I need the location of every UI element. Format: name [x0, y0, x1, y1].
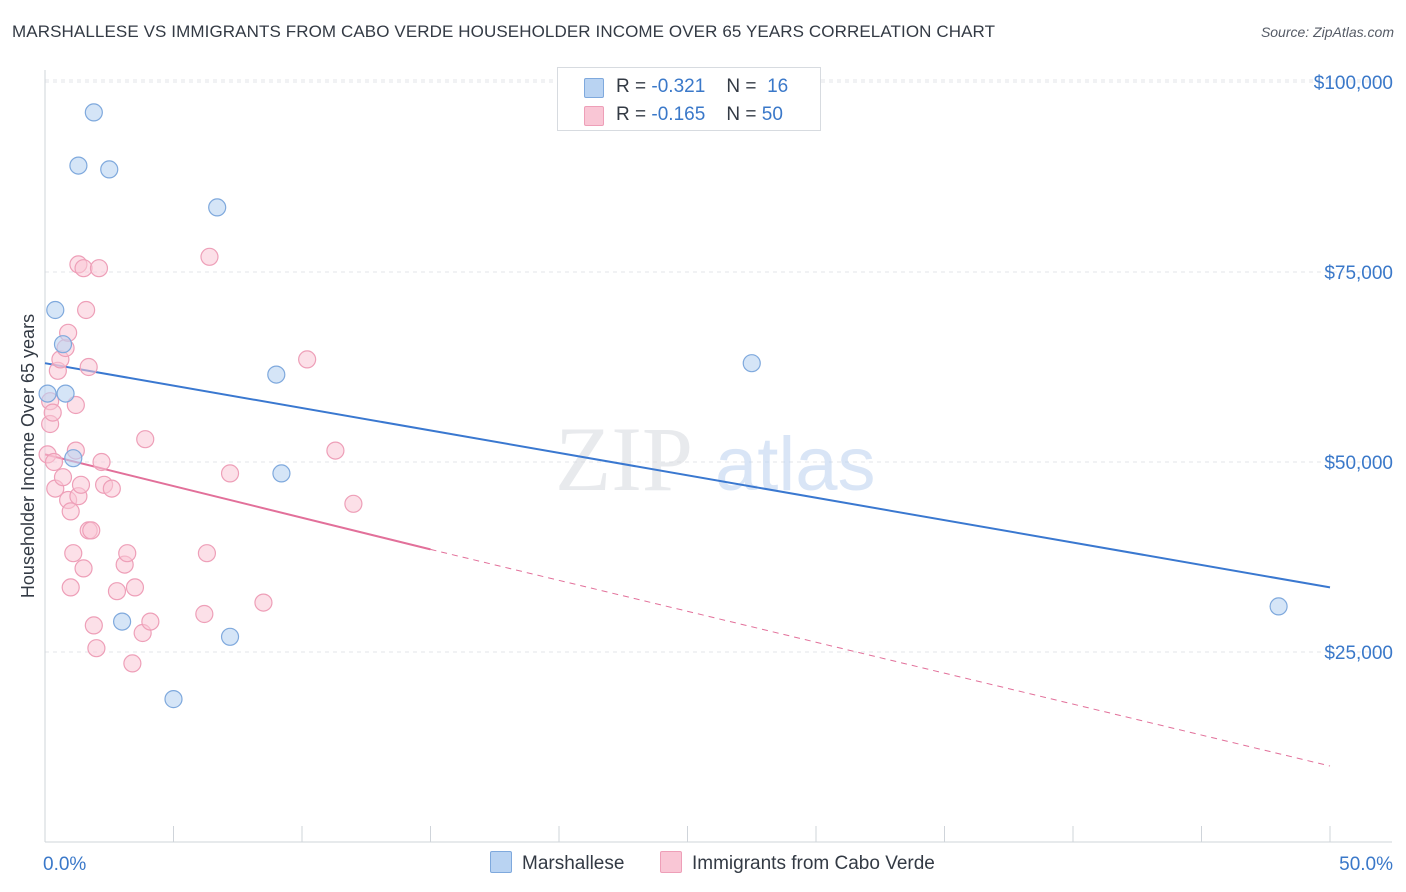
y-tick-label: $50,000	[1324, 453, 1393, 474]
legend-text-marshallese: R = -0.321 N = 16	[616, 76, 788, 98]
bottom-legend-cabo-verde: Immigrants from Cabo Verde	[660, 851, 935, 875]
legend-swatch-cabo-verde	[584, 106, 604, 126]
point-marshallese	[742, 354, 761, 373]
point-marshallese	[267, 365, 286, 384]
watermark-atlas: atlas	[715, 422, 876, 507]
legend-n-label: N =	[726, 76, 757, 97]
chart-title: MARSHALLESE VS IMMIGRANTS FROM CABO VERD…	[12, 22, 996, 41]
legend-n-value: 50	[761, 104, 783, 125]
point-cabo-verde	[43, 403, 62, 422]
trend-line-marshallese	[44, 362, 1331, 589]
point-cabo-verde	[61, 578, 80, 597]
point-marshallese	[112, 612, 132, 631]
bottom-legend-swatch-marshallese	[490, 851, 512, 873]
point-cabo-verde	[82, 521, 101, 540]
point-cabo-verde	[79, 357, 98, 377]
point-marshallese	[56, 384, 75, 403]
source-label: Source: ZipAtlas.com	[1260, 24, 1394, 40]
axis-labels: $25,000 $50,000 $75,000 $100,000 0.0% 50.0% Ho…	[18, 73, 1393, 875]
point-marshallese	[272, 464, 291, 483]
trend-line-cabo-verde-extension	[430, 548, 1331, 767]
point-cabo-verde	[84, 616, 103, 635]
point-cabo-verde	[74, 559, 93, 578]
point-cabo-verde	[195, 604, 214, 624]
point-cabo-verde	[197, 544, 217, 563]
y-tick-label: $25,000	[1324, 643, 1393, 664]
point-cabo-verde	[141, 612, 160, 631]
bottom-legend-label-marshallese: Marshallese	[522, 853, 625, 874]
point-cabo-verde	[87, 639, 106, 658]
point-cabo-verde	[64, 544, 83, 563]
point-cabo-verde	[107, 582, 127, 601]
legend-n-value: 16	[767, 76, 789, 97]
watermark: ZIP atlas	[555, 408, 876, 510]
point-cabo-verde	[123, 654, 142, 673]
point-marshallese	[208, 198, 227, 217]
legend-row-cabo-verde: R = -0.165 N = 50	[558, 102, 820, 130]
point-cabo-verde	[136, 430, 155, 449]
point-cabo-verde	[66, 395, 85, 415]
y-tick-label: $75,000	[1324, 263, 1393, 284]
point-cabo-verde	[71, 475, 91, 494]
point-cabo-verde	[89, 259, 109, 278]
point-cabo-verde	[200, 247, 219, 266]
gridlines	[45, 79, 1392, 653]
point-marshallese	[1269, 597, 1288, 616]
point-marshallese	[220, 627, 240, 646]
point-cabo-verde	[61, 502, 80, 521]
point-marshallese	[38, 384, 57, 403]
bottom-legend-swatch-cabo-verde	[660, 851, 682, 873]
point-cabo-verde	[125, 578, 145, 597]
data-points	[38, 103, 1288, 709]
legend-r-value: -0.165	[651, 104, 706, 125]
correlation-legend: R = -0.321 N = 16 R = -0.165 N = 50	[557, 67, 821, 131]
point-marshallese	[100, 160, 119, 179]
x-tick-label: 0.0%	[43, 854, 86, 875]
legend-r-label: R =	[616, 104, 647, 125]
legend-n-label: N =	[726, 104, 757, 125]
point-marshallese	[84, 103, 103, 122]
point-cabo-verde	[44, 452, 64, 472]
y-tick-label: $100,000	[1314, 73, 1393, 94]
point-cabo-verde	[344, 494, 363, 513]
point-cabo-verde	[254, 593, 273, 612]
legend-text-cabo-verde: R = -0.165 N = 50	[616, 104, 783, 126]
bottom-legend-label-cabo-verde: Immigrants from Cabo Verde	[692, 853, 935, 874]
point-marshallese	[69, 156, 88, 175]
point-cabo-verde	[220, 464, 240, 483]
point-marshallese	[164, 690, 183, 709]
watermark-zip: ZIP	[555, 408, 693, 510]
trend-line-cabo-verde	[44, 453, 431, 551]
legend-r-value: -0.321	[651, 76, 706, 97]
legend-row-marshallese: R = -0.321 N = 16	[558, 74, 820, 102]
point-cabo-verde	[118, 544, 137, 563]
trend-lines	[44, 362, 1331, 767]
y-axis-title: Householder Income Over 65 years	[18, 314, 38, 598]
point-cabo-verde	[74, 259, 93, 278]
point-cabo-verde	[326, 441, 345, 460]
point-marshallese	[64, 449, 83, 468]
bottom-legend-marshallese: Marshallese	[490, 851, 624, 875]
point-cabo-verde	[102, 479, 121, 498]
legend-r-label: R =	[616, 76, 647, 97]
point-cabo-verde	[53, 468, 73, 487]
point-marshallese	[53, 335, 73, 354]
x-tick-label: 50.0%	[1339, 854, 1393, 875]
point-cabo-verde	[298, 350, 317, 369]
point-marshallese	[46, 300, 65, 320]
point-cabo-verde	[77, 300, 96, 320]
legend-swatch-marshallese	[584, 78, 604, 98]
point-cabo-verde	[92, 452, 111, 472]
